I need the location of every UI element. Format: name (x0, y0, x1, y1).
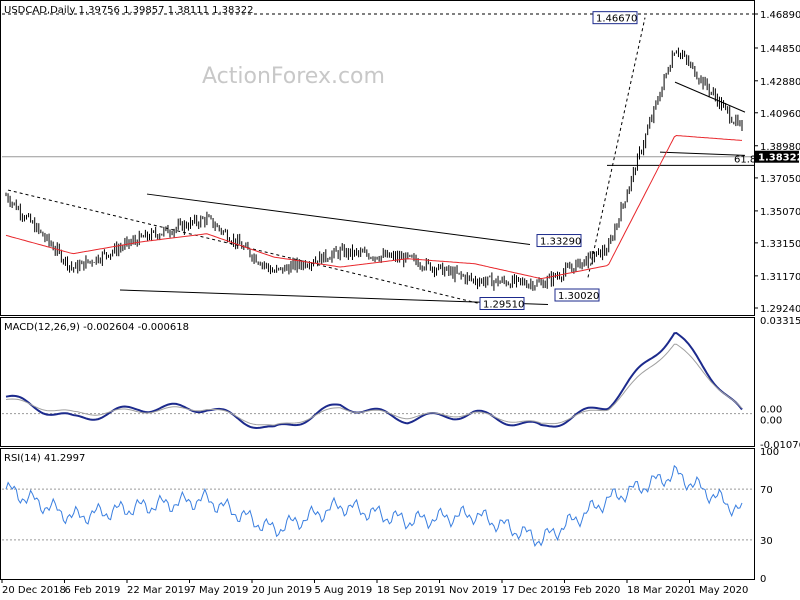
x-tick-label: 20 Dec 2018 (2, 585, 66, 596)
level-box (554, 288, 600, 302)
main-panel-header: USDCAD,Daily 1.39756 1.39857 1.38111 1.3… (4, 5, 254, 16)
rsi-panel-frame (0, 448, 755, 580)
macd-lines: 0.033155 0.000.00 -0.010769 (2, 316, 800, 451)
level-label: 1.29510 (483, 300, 524, 311)
x-tick-label: 1 Nov 2019 (440, 585, 498, 596)
watermark: ActionForex.com (202, 64, 385, 89)
lower-channel-line (119, 289, 549, 306)
x-tick-label: 7 May 2019 (190, 585, 249, 596)
level-box (592, 11, 638, 25)
level-label: 1.33290 (540, 237, 581, 248)
main-panel-frame (0, 0, 755, 316)
macd-panel-frame (0, 317, 755, 447)
rsi-path (5, 464, 743, 548)
level-label: 1.30020 (558, 291, 599, 302)
x-tick-label: 18 Sep 2019 (377, 585, 440, 596)
y-tick-label: 1.35070 (760, 207, 800, 218)
rsi-y-tick-label: 30 (760, 536, 773, 547)
y-tick-label: 1.42880 (760, 77, 800, 88)
fib-618-label: 61.8 (734, 154, 756, 165)
last-price-tag (755, 150, 799, 163)
x-tick-label: 3 Feb 2020 (565, 585, 621, 596)
rsi-y-tick-label: 100 (760, 447, 779, 458)
macd-y-tick-label: 0.00 (760, 416, 782, 427)
macd-y-tick-label: 0.033155 (760, 316, 800, 327)
level-box (479, 297, 525, 311)
y-tick-label: 1.38980 (760, 142, 800, 153)
dashed-rally-line (587, 17, 646, 278)
last-price-label: 1.38322 (758, 153, 800, 164)
y-tick-label: 1.37050 (760, 174, 800, 185)
x-tick-label: 17 Dec 2019 (502, 585, 566, 596)
level-box (536, 234, 582, 248)
moving-average (5, 134, 743, 280)
price-candles (5, 47, 743, 291)
rsi-line: 100 70 30 0 (2, 447, 779, 585)
rsi-y-tick-label: 70 (760, 485, 773, 496)
rsi-y-tick-label: 0 (760, 574, 766, 585)
macd-line (5, 331, 743, 430)
macd-y-tick-label: -0.010769 (760, 440, 800, 451)
rsi-panel-header: RSI(14) 41.2997 (4, 453, 85, 464)
y-tick-label: 1.46890 (760, 10, 800, 21)
x-tick-label: 20 Jun 2019 (252, 585, 312, 596)
ma-path (5, 134, 743, 280)
x-tick-label: 18 Mar 2020 (627, 585, 690, 596)
triangle-upper-line (674, 81, 746, 113)
x-tick-label: 1 May 2020 (690, 585, 749, 596)
x-tick-label: 22 Mar 2019 (127, 585, 190, 596)
upper-channel-line (146, 193, 531, 246)
y-tick-label: 1.29240 (760, 304, 800, 315)
macd-y-tick-label: 0.00 (760, 405, 782, 416)
level-label: 1.46670 (596, 14, 637, 25)
trendlines (7, 17, 746, 306)
macd-panel-header: MACD(12,26,9) -0.002604 -0.000618 (4, 322, 189, 333)
x-tick-label: 6 Feb 2019 (65, 585, 121, 596)
y-tick-label: 1.33150 (760, 239, 800, 250)
x-tick-label: 5 Aug 2019 (315, 585, 373, 596)
y-tick-label: 1.44850 (760, 44, 800, 55)
y-tick-label: 1.40960 (760, 109, 800, 120)
signal-line (5, 343, 743, 426)
y-tick-label: 1.31170 (760, 272, 800, 283)
triangle-lower-line (659, 151, 746, 156)
level-labels: 1.46670 1.33290 1.30020 1.29510 (479, 11, 638, 311)
